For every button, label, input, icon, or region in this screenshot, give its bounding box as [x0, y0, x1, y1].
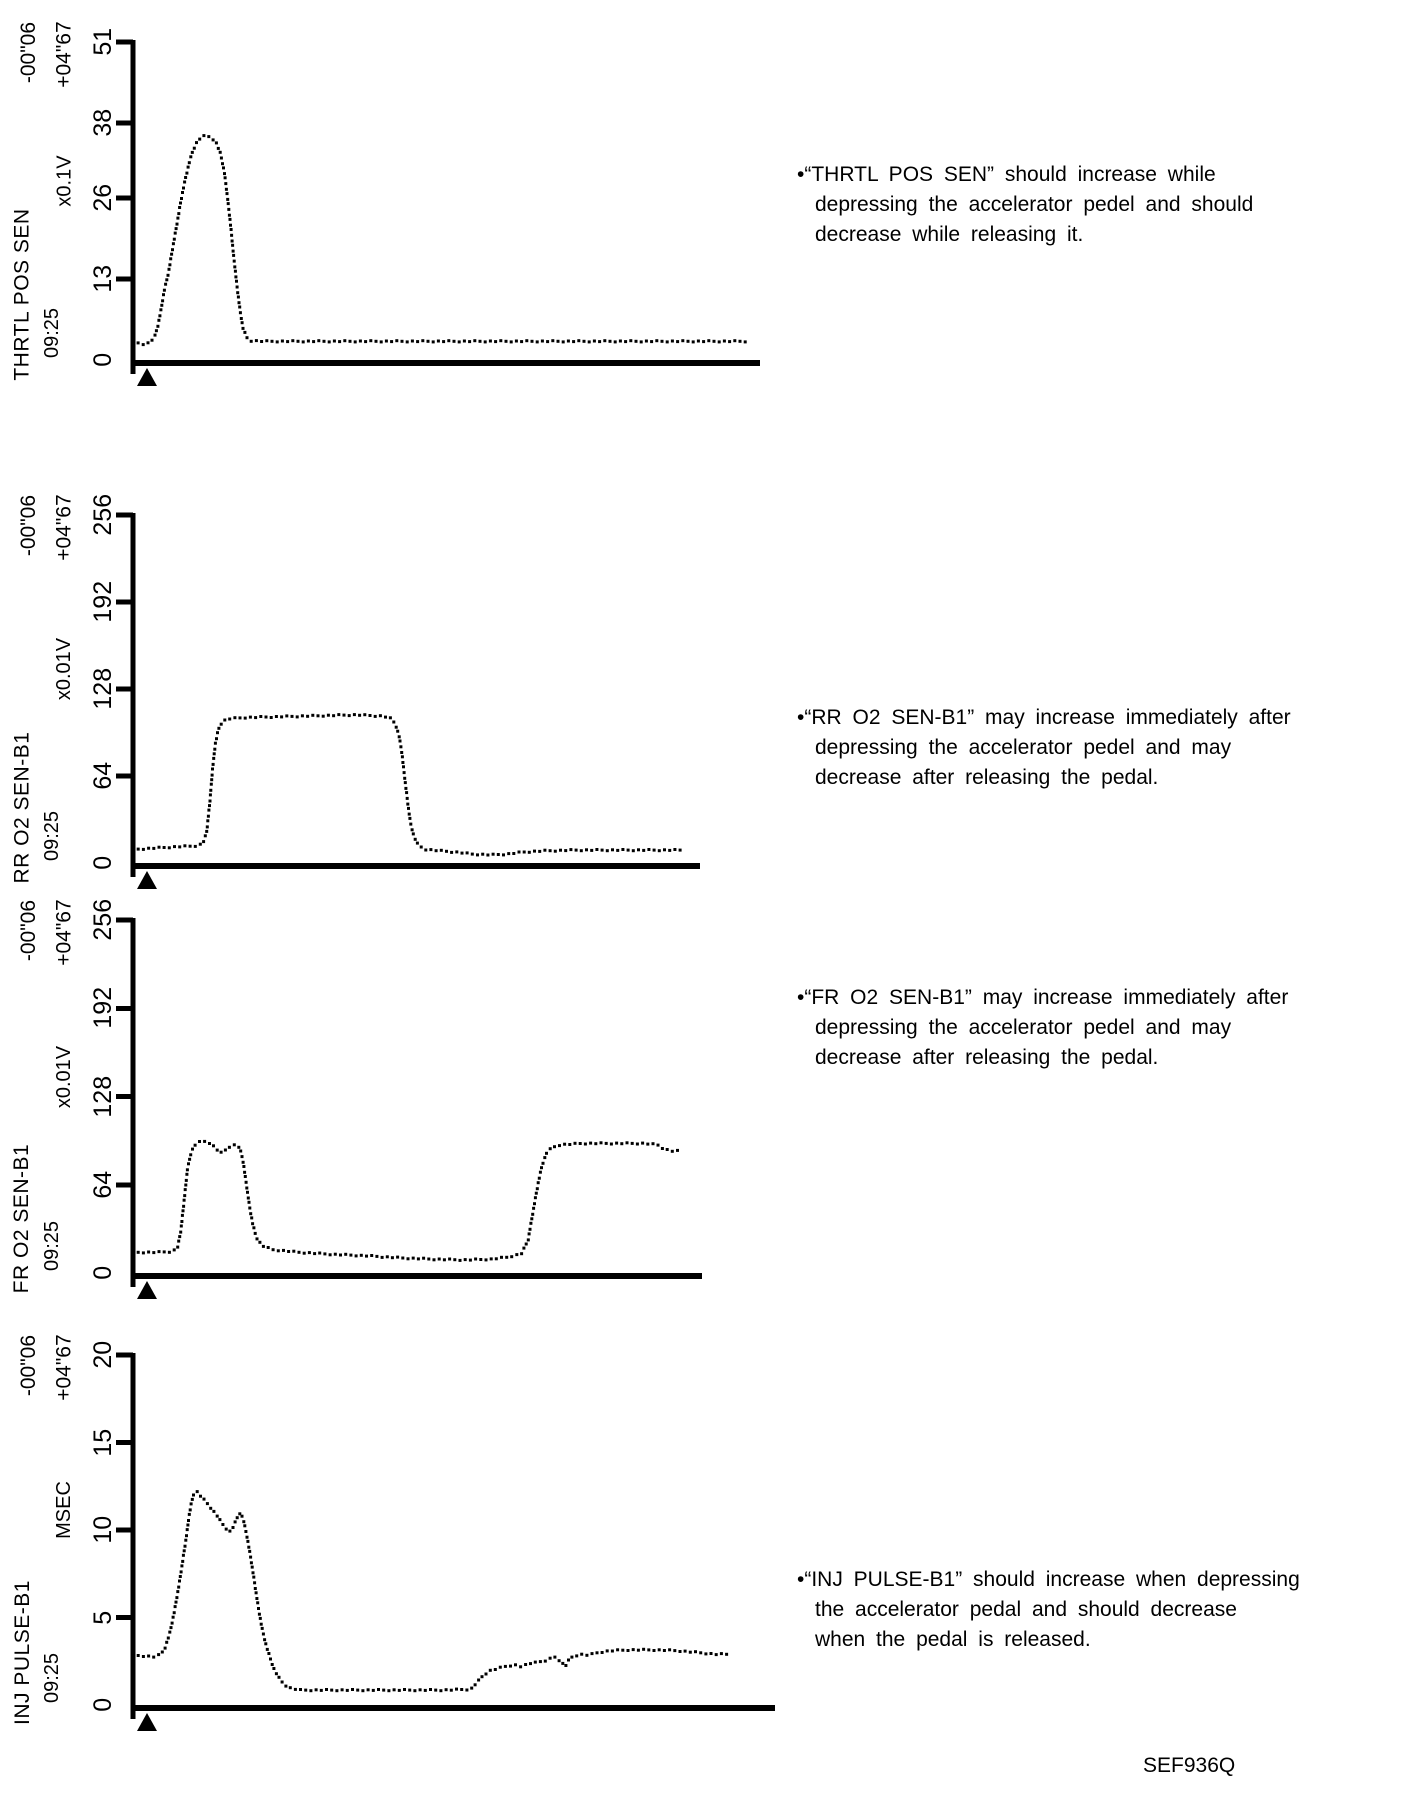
y-tick-label: 26 — [89, 183, 118, 212]
y-tick-label: 0 — [89, 352, 118, 367]
x-axis-line — [130, 360, 760, 366]
y-tick-mark — [116, 1094, 133, 1099]
y-tick-label: 0 — [89, 1697, 118, 1712]
y-tick-label: 128 — [89, 1075, 118, 1118]
y-axis-unit-label: MSEC — [52, 1481, 75, 1539]
y-tick-mark — [116, 276, 133, 282]
plot-area-thrtl-pos-sen — [116, 39, 760, 386]
annotation-fr-o2-sen-b1: •“FR O2 SEN-B1” may increase immediately… — [797, 986, 1289, 1069]
y-tick-mark — [116, 512, 133, 518]
time-label: 09:25 — [41, 1220, 64, 1272]
y-tick-label: 5 — [89, 1610, 118, 1625]
time-label: 09:25 — [41, 810, 64, 862]
y-tick-label: 0 — [89, 855, 118, 870]
time-start-label: -00"06 — [16, 21, 40, 83]
y-axis-line — [130, 40, 136, 374]
y-tick-label: 51 — [89, 27, 118, 56]
y-tick-mark — [116, 1615, 133, 1620]
time-label: 09:25 — [41, 307, 64, 359]
plot-area-fr-o2-sen-b1 — [116, 917, 702, 1299]
y-tick-label: 256 — [89, 898, 118, 941]
y-axis-line — [130, 1353, 136, 1719]
y-tick-label: 64 — [89, 1170, 118, 1199]
time-label: 09:25 — [41, 1652, 64, 1704]
time-end-label: +04"67 — [52, 20, 76, 88]
y-tick-label: 10 — [89, 1515, 118, 1544]
y-axis-line — [130, 513, 136, 877]
chart-thrtl-pos-sen: THRTL POS SEN 09:25 x0.1V -00"06 +04"67 … — [0, 0, 800, 404]
y-tick-mark — [116, 39, 133, 45]
y-tick-mark — [116, 195, 133, 201]
y-tick-mark — [116, 1440, 133, 1445]
time-start-label: -00"06 — [16, 899, 40, 961]
y-tick-label: 128 — [89, 667, 118, 710]
chart-inj-pulse-b1: INJ PULSE-B1 09:25 MSEC -00"06 +04"67 0 5… — [0, 1308, 800, 1750]
time-end-label: +04"67 — [52, 493, 76, 561]
y-axis-unit-label: x0.1V — [53, 155, 76, 207]
time-start-label: -00"06 — [16, 494, 40, 556]
trigger-marker-icon — [137, 368, 157, 386]
y-tick-mark — [116, 599, 133, 605]
annotation-inj-pulse-b1: •“INJ PULSE-B1” should increase when dep… — [797, 1568, 1300, 1651]
y-axis-series-label: RR O2 SEN-B1 — [10, 731, 34, 883]
y-tick-label: 15 — [89, 1428, 118, 1457]
y-tick-label: 192 — [89, 987, 118, 1029]
annotation-rr-o2-sen-b1: •“RR O2 SEN-B1” may increase immediately… — [797, 706, 1291, 789]
trigger-marker-icon — [137, 871, 157, 889]
y-tick-mark — [116, 120, 133, 126]
trigger-marker-icon — [137, 1713, 157, 1731]
y-axis-series-label: THRTL POS SEN — [10, 207, 34, 381]
plot-area-rr-o2-sen-b1 — [116, 512, 700, 889]
dotted-trace — [131, 1490, 729, 1693]
y-axis-series-label: INJ PULSE-B1 — [10, 1580, 34, 1725]
x-axis-line — [130, 1273, 702, 1279]
time-end-label: +04"67 — [52, 1333, 76, 1401]
annotation-thrtl-pos-sen: •“THRTL POS SEN” should increase while d… — [797, 163, 1254, 246]
plot-area-inj-pulse-b1 — [116, 1352, 775, 1731]
y-tick-mark — [116, 1005, 133, 1011]
y-tick-mark — [116, 1182, 133, 1188]
y-tick-label: 192 — [89, 580, 118, 623]
y-axis-series-label: FR O2 SEN-B1 — [10, 1143, 34, 1293]
y-tick-label: 0 — [89, 1265, 118, 1280]
y-tick-label: 64 — [89, 761, 118, 790]
y-tick-mark — [116, 686, 133, 692]
chart-fr-o2-sen-b1: FR O2 SEN-B1 09:25 x0.01V -00"06 +04"67 … — [0, 872, 800, 1312]
dotted-trace — [131, 134, 747, 347]
figure-code: SEF936Q — [1143, 1754, 1236, 1777]
y-tick-label: 38 — [89, 108, 118, 137]
y-axis-unit-label: x0.01V — [53, 637, 76, 701]
y-axis-line — [130, 918, 136, 1287]
y-tick-mark — [116, 1527, 133, 1533]
y-tick-label: 20 — [89, 1340, 118, 1369]
y-tick-mark — [116, 773, 133, 779]
time-start-label: -00"06 — [16, 1334, 40, 1396]
y-tick-label: 256 — [89, 493, 118, 536]
trigger-marker-icon — [137, 1281, 157, 1299]
x-axis-line — [130, 1705, 775, 1711]
x-axis-line — [130, 863, 700, 869]
y-tick-mark — [116, 917, 133, 923]
y-tick-mark — [116, 1352, 133, 1358]
dotted-trace — [131, 1139, 679, 1262]
y-axis-unit-label: x0.01V — [53, 1045, 76, 1108]
chart-rr-o2-sen-b1: RR O2 SEN-B1 09:25 x0.01V -00"06 +04"67 … — [0, 468, 800, 902]
dotted-trace — [131, 713, 682, 857]
y-tick-label: 13 — [89, 264, 118, 293]
time-end-label: +04"67 — [52, 898, 76, 966]
